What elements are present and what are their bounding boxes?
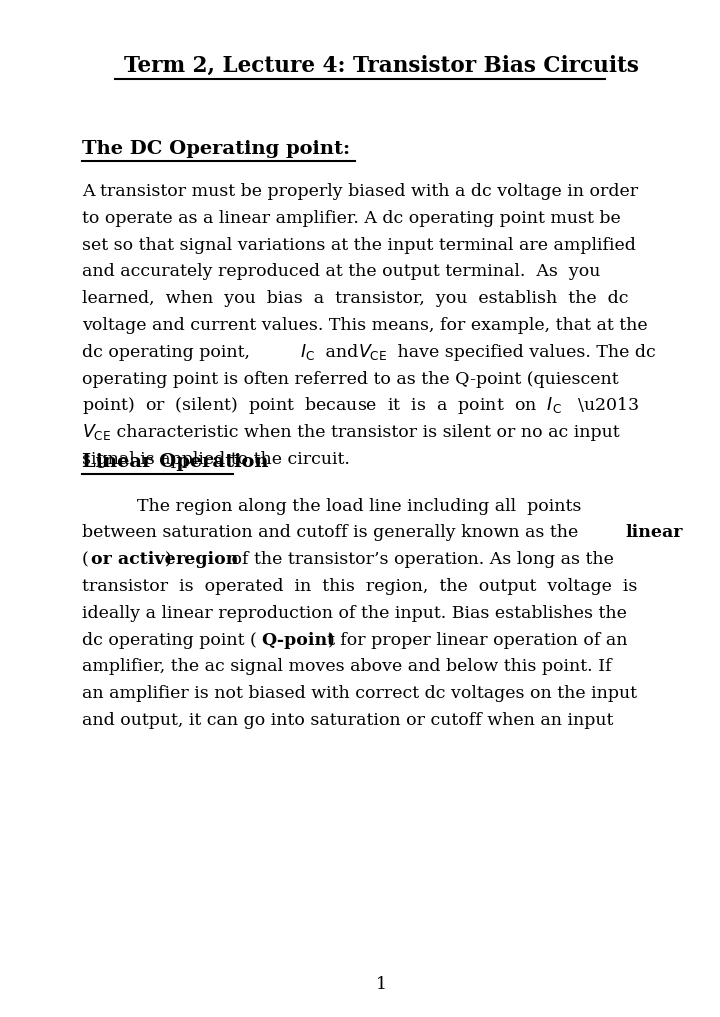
- Text: The DC Operating point:: The DC Operating point:: [82, 140, 350, 158]
- Text: an amplifier is not biased with correct dc voltages on the input: an amplifier is not biased with correct …: [82, 685, 637, 703]
- Text: ): ): [165, 551, 177, 569]
- Text: region: region: [176, 551, 239, 569]
- Text: of the transistor’s operation. As long as the: of the transistor’s operation. As long a…: [226, 551, 614, 569]
- Text: ideally a linear reproduction of the input. Bias establishes the: ideally a linear reproduction of the inp…: [82, 605, 627, 621]
- Text: to operate as a linear amplifier. A dc operating point must be: to operate as a linear amplifier. A dc o…: [82, 210, 621, 227]
- Text: set so that signal variations at the input terminal are amplified: set so that signal variations at the inp…: [82, 237, 636, 253]
- Text: operating point is often referred to as the Q-point (quiescent: operating point is often referred to as …: [82, 370, 618, 387]
- Text: transistor  is  operated  in  this  region,  the  output  voltage  is: transistor is operated in this region, t…: [82, 578, 637, 595]
- Text: dc operating point,: dc operating point,: [82, 344, 256, 361]
- Text: A transistor must be properly biased with a dc voltage in order: A transistor must be properly biased wit…: [82, 183, 638, 200]
- Text: $V_{\mathrm{CE}}$: $V_{\mathrm{CE}}$: [82, 422, 112, 442]
- Text: signal is applied to the circuit.: signal is applied to the circuit.: [82, 451, 350, 468]
- Text: $V_{\mathrm{CE}}$: $V_{\mathrm{CE}}$: [359, 342, 388, 362]
- Text: characteristic when the transistor is silent or no ac input: characteristic when the transistor is si…: [111, 424, 620, 441]
- Text: dc operating point (: dc operating point (: [82, 632, 257, 649]
- Text: Q-point: Q-point: [261, 632, 335, 649]
- Text: and output, it can go into saturation or cutoff when an input: and output, it can go into saturation or…: [82, 712, 613, 729]
- Text: between saturation and cutoff is generally known as the: between saturation and cutoff is general…: [82, 525, 584, 541]
- Text: (: (: [82, 551, 89, 569]
- Text: have specified values. The dc: have specified values. The dc: [392, 344, 655, 361]
- Text: Linear Operation: Linear Operation: [82, 453, 269, 471]
- Text: voltage and current values. This means, for example, that at the: voltage and current values. This means, …: [82, 317, 647, 334]
- Text: Term 2, Lecture 4: Transistor Bias Circuits: Term 2, Lecture 4: Transistor Bias Circu…: [124, 55, 639, 77]
- Text: The region along the load line including all  points: The region along the load line including…: [137, 497, 581, 515]
- Text: amplifier, the ac signal moves above and below this point. If: amplifier, the ac signal moves above and…: [82, 658, 611, 675]
- Text: or active: or active: [91, 551, 176, 569]
- Text: point)  or  (silent)  point  because  it  is  a  point  on  $I_{\mathrm{C}}$   \: point) or (silent) point because it is a…: [82, 396, 639, 416]
- Text: and: and: [320, 344, 364, 361]
- Text: linear: linear: [625, 525, 683, 541]
- Text: $I_{\mathrm{C}}$: $I_{\mathrm{C}}$: [300, 342, 315, 362]
- Text: learned,  when  you  bias  a  transistor,  you  establish  the  dc: learned, when you bias a transistor, you…: [82, 290, 629, 307]
- Text: and accurately reproduced at the output terminal.  As  you: and accurately reproduced at the output …: [82, 263, 600, 281]
- Text: 1: 1: [376, 976, 387, 993]
- Text: ) for proper linear operation of an: ) for proper linear operation of an: [328, 632, 628, 649]
